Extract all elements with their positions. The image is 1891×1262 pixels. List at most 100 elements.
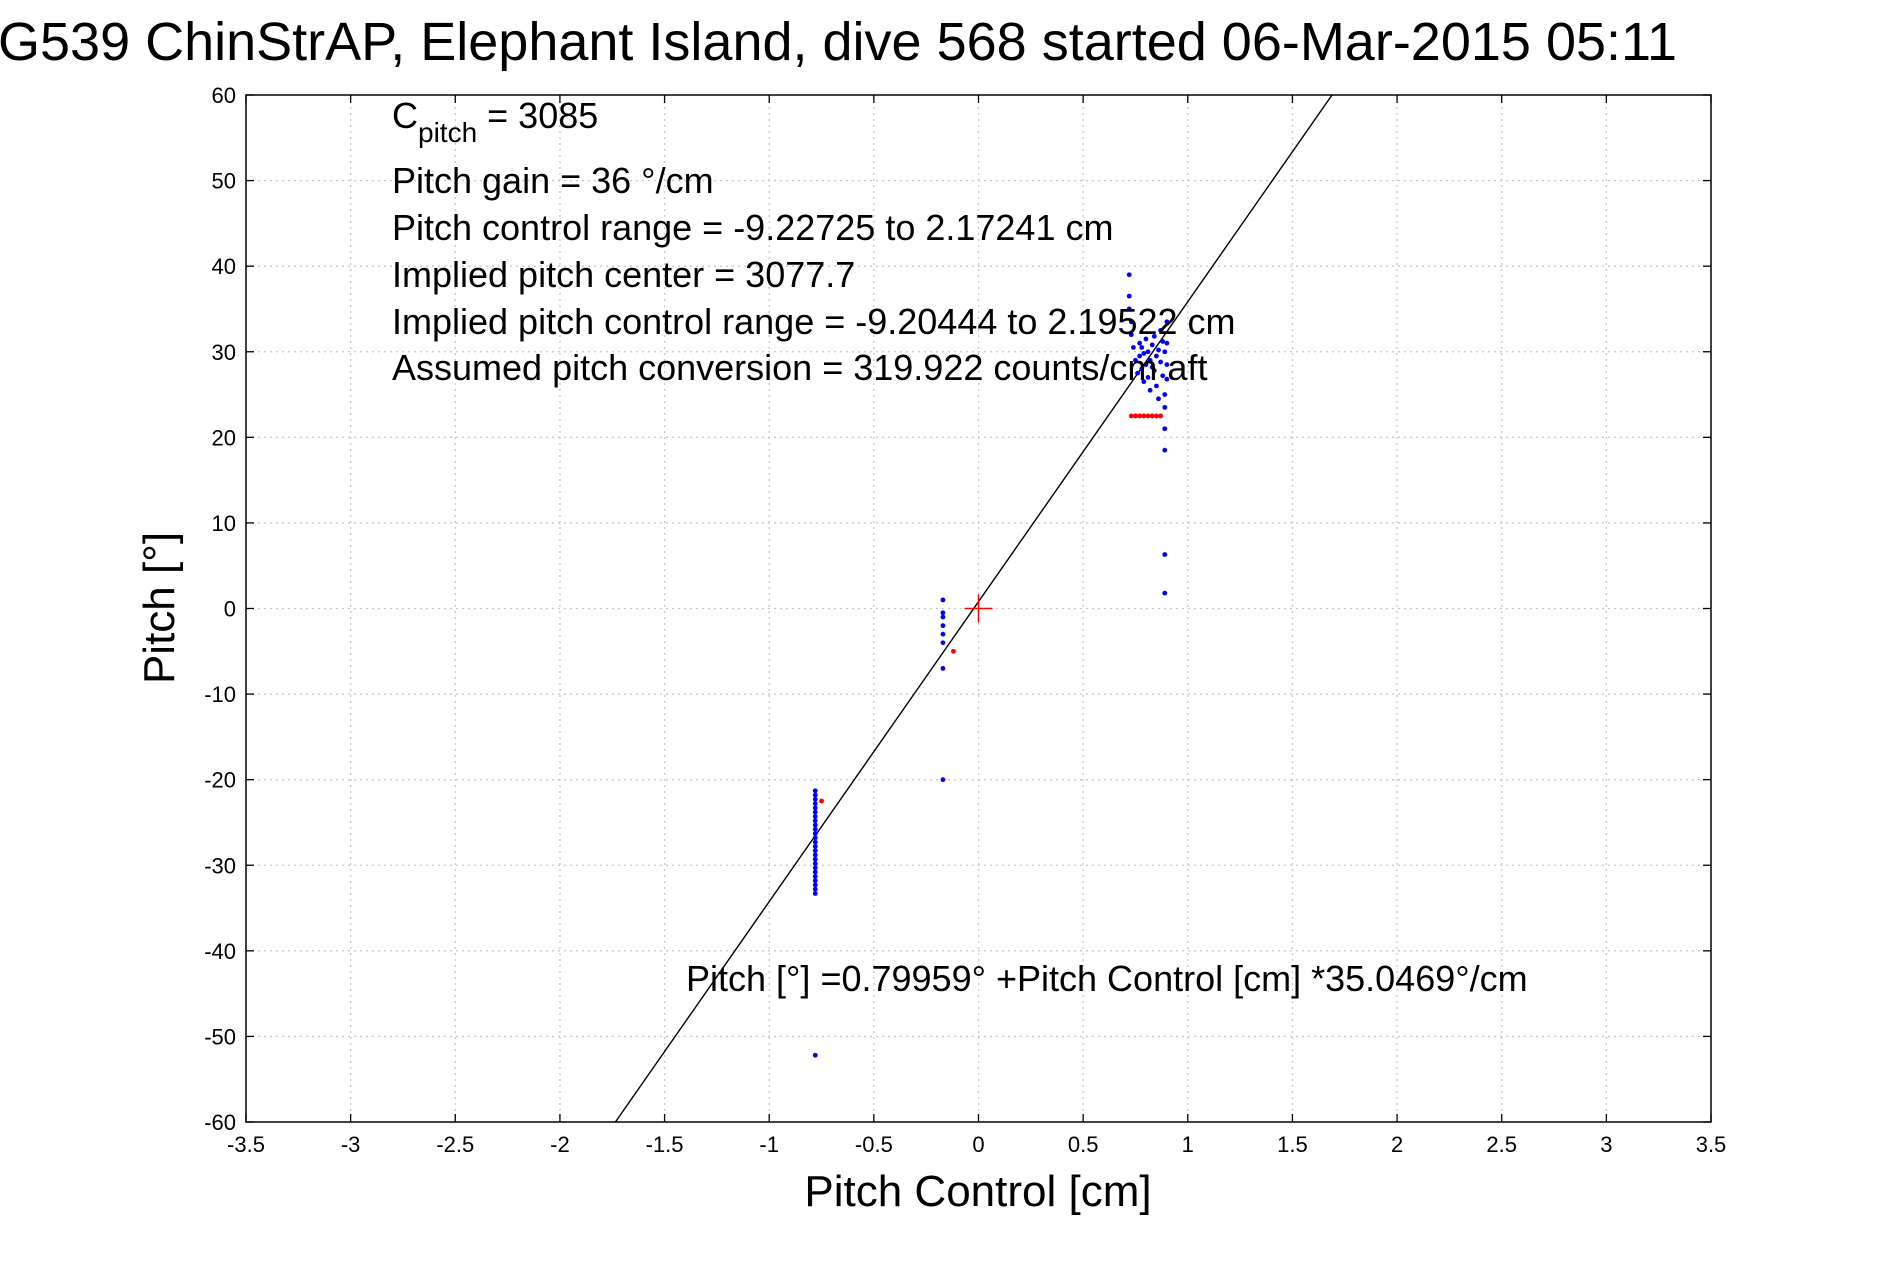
y-axis-label: Pitch [°] <box>135 532 184 684</box>
x-tick-label: 1.5 <box>1277 1132 1308 1157</box>
scatter-point <box>812 1052 818 1058</box>
scatter-point <box>812 831 818 836</box>
c-pitch-subscript: pitch <box>418 117 477 148</box>
scatter-point <box>819 798 824 804</box>
x-tick-label: 2 <box>1391 1132 1403 1157</box>
scatter-point <box>1141 413 1147 419</box>
scatter-point <box>812 835 818 841</box>
pitch-gain-annotation: Pitch gain = 36 °/cm <box>392 160 714 201</box>
scatter-point <box>1143 362 1149 367</box>
parameter-annotations: Cpitch = 3085 Pitch gain = 36 °/cm Pitch… <box>392 95 1236 388</box>
x-tick-label: 3.5 <box>1696 1132 1727 1157</box>
scatter-point <box>1162 447 1168 453</box>
scatter-point <box>940 623 946 629</box>
scatter-point <box>950 648 956 654</box>
scatter-point <box>812 805 818 811</box>
scatter-point <box>940 610 946 616</box>
scatter-point <box>812 792 818 798</box>
scatter-point <box>1133 357 1138 363</box>
scatter-point <box>940 640 946 646</box>
scatter-point <box>940 631 946 637</box>
scatter-series-2 <box>819 413 1163 804</box>
scatter-point <box>812 844 818 849</box>
scatter-point <box>1164 362 1170 367</box>
scatter-point <box>1130 345 1136 350</box>
y-tick-label: 50 <box>212 169 236 194</box>
scatter-point <box>940 666 946 671</box>
x-tick-label: 0 <box>972 1132 984 1157</box>
y-tick-label: 10 <box>212 511 236 536</box>
scatter-point <box>1126 272 1132 278</box>
y-tick-label: 60 <box>212 83 236 108</box>
x-tick-label: -1 <box>759 1132 779 1157</box>
scatter-point <box>1162 392 1168 397</box>
c-pitch-value: = 3085 <box>477 95 598 136</box>
scatter-point <box>1162 552 1168 557</box>
scatter-point <box>812 848 818 854</box>
scatter-point <box>1162 349 1168 355</box>
scatter-point <box>1147 387 1153 393</box>
scatter-point <box>812 852 818 858</box>
y-axis-ticks: -60 -50 -40 -30 -20 -10 0 10 20 30 40 50 60 <box>204 83 1711 1135</box>
y-tick-label: -10 <box>204 682 236 707</box>
scatter-point <box>812 891 818 896</box>
pitch-conversion-annotation: Assumed pitch conversion = 319.922 count… <box>392 347 1207 388</box>
scatter-point <box>812 878 818 884</box>
scatter-point <box>812 826 818 832</box>
fit-equation-annotation: Pitch [°] =0.79959° +Pitch Control [cm] … <box>686 958 1528 999</box>
y-tick-label: -50 <box>204 1024 236 1049</box>
pitch-control-range-annotation: Pitch control range = -9.22725 to 2.1724… <box>392 207 1113 248</box>
origin-marker-group <box>964 594 993 623</box>
scatter-point <box>812 796 818 802</box>
scatter-point <box>1147 357 1153 363</box>
scatter-point <box>1151 368 1157 373</box>
scatter-point <box>812 814 818 819</box>
scatter-point <box>1143 336 1149 342</box>
x-tick-label: 0.5 <box>1068 1132 1099 1157</box>
y-tick-label: -60 <box>204 1110 236 1135</box>
scatter-series-1 <box>812 272 1170 1058</box>
c-pitch-annotation: Cpitch = 3085 <box>392 95 598 148</box>
y-tick-label: -20 <box>204 768 236 793</box>
scatter-point <box>1162 426 1168 432</box>
scatter-point <box>1137 340 1143 346</box>
scatter-point <box>812 839 818 845</box>
scatter-point <box>812 869 818 875</box>
y-tick-label: -30 <box>204 853 236 878</box>
scatter-point <box>1158 413 1163 419</box>
scatter-point <box>1164 319 1170 325</box>
y-tick-label: -40 <box>204 939 236 964</box>
x-axis-label: Pitch Control [cm] <box>804 1167 1151 1216</box>
y-tick-label: 20 <box>212 425 236 450</box>
x-tick-label: 2.5 <box>1486 1132 1517 1157</box>
scatter-point <box>1128 332 1134 338</box>
scatter-point <box>1156 347 1161 353</box>
scatter-point <box>812 873 818 879</box>
scatter-point <box>1137 353 1143 359</box>
x-tick-label: -1.5 <box>646 1132 684 1157</box>
scatter-point <box>812 861 818 866</box>
scatter-point <box>1128 319 1134 325</box>
scatter-point <box>1162 590 1168 596</box>
x-tick-label: 1 <box>1182 1132 1194 1157</box>
scatter-point <box>1160 339 1166 344</box>
scatter-point <box>940 597 946 603</box>
scatter-point <box>812 818 818 824</box>
c-pitch-symbol: C <box>392 95 418 136</box>
scatter-point <box>1145 375 1151 380</box>
scatter-point <box>1149 342 1155 348</box>
scatter-point <box>812 788 818 794</box>
scatter-point <box>1151 333 1157 339</box>
scatter-point <box>1126 306 1132 312</box>
x-tick-label: -2 <box>550 1132 570 1157</box>
implied-pitch-center-annotation: Implied pitch center = 3077.7 <box>392 254 855 295</box>
scatter-point <box>1158 359 1163 365</box>
scatter-point <box>1164 376 1170 382</box>
scatter-point <box>812 809 818 815</box>
x-tick-label: -3.5 <box>227 1132 265 1157</box>
y-tick-label: 0 <box>224 597 236 622</box>
scatter-point <box>1128 413 1134 419</box>
scatter-point <box>812 822 818 828</box>
scatter-point <box>1133 413 1138 419</box>
